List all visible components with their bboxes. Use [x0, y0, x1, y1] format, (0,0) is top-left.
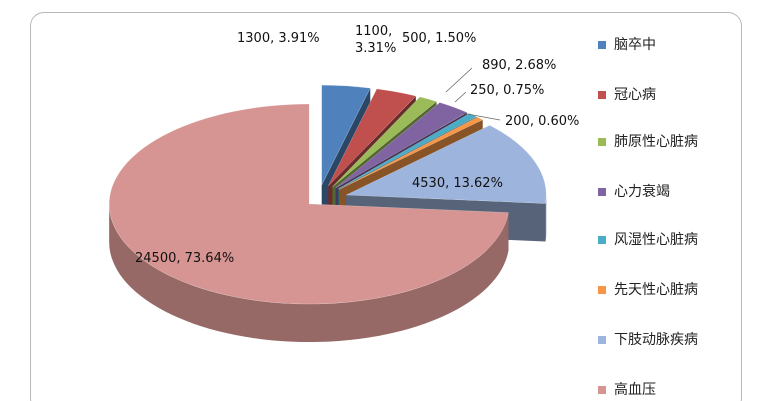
data-label: 1300, 3.91% [237, 31, 320, 46]
slice-side [545, 194, 547, 242]
legend-swatch [598, 91, 606, 99]
legend-item: 风湿性心脏病 [598, 230, 719, 250]
slice [335, 102, 468, 189]
legend-label: 冠心病 [614, 87, 656, 103]
data-label: 200, 0.60% [505, 114, 580, 129]
slice [328, 88, 417, 187]
legend-item: 脑卒中 [598, 35, 719, 55]
slice [339, 116, 484, 190]
leader-line [461, 112, 501, 121]
data-label: 4530, 13.62% [412, 176, 503, 191]
leader-line [454, 91, 467, 103]
slice-side [109, 204, 509, 343]
chart-frame [30, 12, 742, 401]
slice [346, 125, 547, 204]
legend-label: 先天性心脏病 [614, 282, 698, 298]
slice [321, 84, 371, 186]
legend-label: 脑卒中 [614, 37, 656, 53]
legend-swatch [598, 41, 606, 49]
legend-item: 下肢动脉疾病 [598, 330, 719, 350]
data-label: 500, 1.50% [402, 31, 477, 46]
data-label: 890, 2.68% [482, 58, 557, 73]
legend-label: 高血压 [614, 382, 656, 398]
slice [108, 103, 509, 305]
legend-swatch [598, 138, 606, 146]
legend-label: 肺原性心脏病 [614, 134, 698, 150]
legend-label: 风湿性心脏病 [614, 232, 698, 248]
legend-label: 下肢动脉疾病 [614, 332, 698, 348]
legend-swatch [598, 188, 606, 196]
legend-item: 心力衰竭 [598, 182, 719, 202]
slice [332, 96, 438, 188]
data-label: 250, 0.75% [470, 83, 545, 98]
legend-item: 冠心病 [598, 85, 719, 105]
legend-swatch [598, 286, 606, 294]
leader-line [445, 67, 473, 93]
data-label: 24500, 73.64% [135, 251, 235, 266]
legend-item: 肺原性心脏病 [598, 132, 719, 152]
legend-item: 高血压 [598, 380, 719, 400]
legend-swatch [598, 386, 606, 394]
data-label: 1100, 3.31% [355, 24, 397, 56]
legend-swatch [598, 336, 606, 344]
legend-item: 先天性心脏病 [598, 280, 719, 300]
legend-label: 心力衰竭 [614, 184, 670, 200]
legend-swatch [598, 236, 606, 244]
